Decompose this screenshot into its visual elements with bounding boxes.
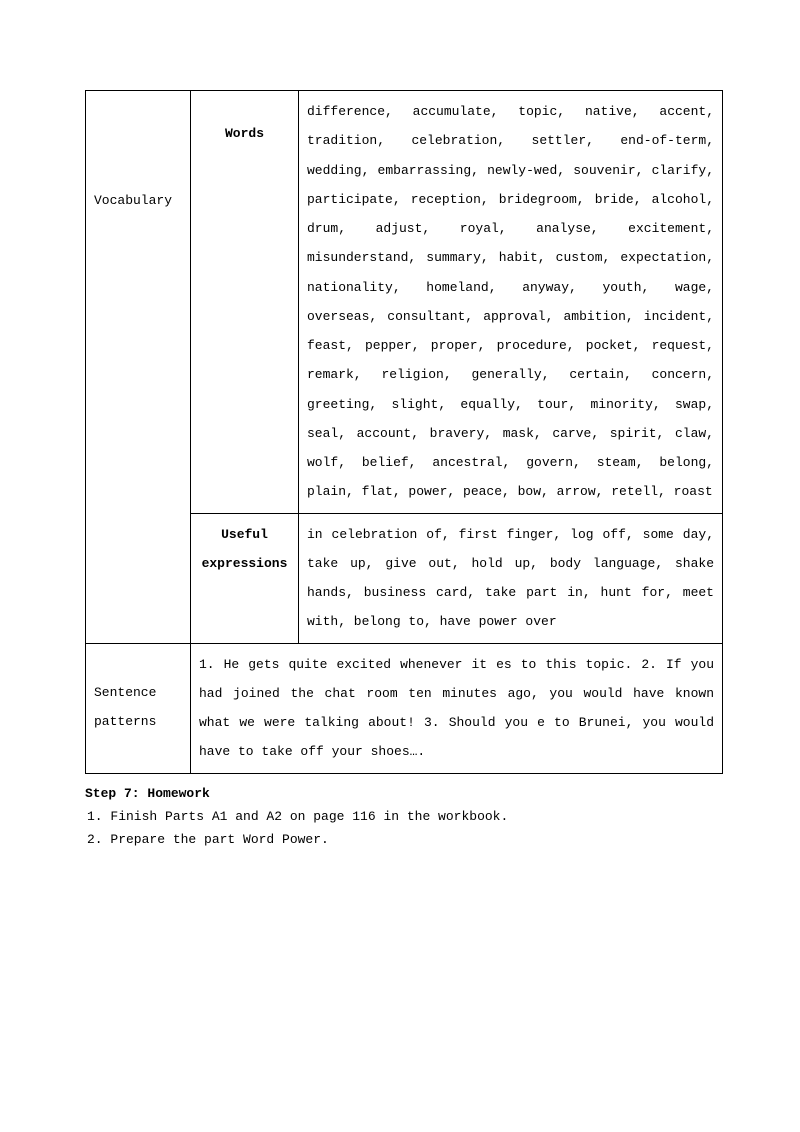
homework-item-1: 1. Finish Parts A1 and A2 on page 116 in…	[85, 805, 723, 828]
sentence-label-cell: Sentence patterns	[86, 643, 191, 773]
sentence-content: 1. He gets quite excited whenever it es …	[199, 657, 714, 760]
content-table: Vocabulary Words difference, accumulate,…	[85, 90, 723, 774]
table-row: Sentence patterns 1. He gets quite excit…	[86, 643, 723, 773]
vocabulary-label-cell: Vocabulary	[86, 91, 191, 644]
useful-header-cell: Useful expressions	[191, 513, 299, 643]
useful-header: Useful expressions	[202, 527, 288, 571]
words-content-cell: difference, accumulate, topic, native, a…	[299, 91, 723, 514]
words-header: Words	[225, 126, 264, 141]
homework-item-2: 2. Prepare the part Word Power.	[85, 828, 723, 851]
words-header-cell: Words	[191, 91, 299, 514]
vocabulary-label: Vocabulary	[94, 193, 172, 208]
useful-content-cell: in celebration of, first finger, log off…	[299, 513, 723, 643]
table-row: Vocabulary Words difference, accumulate,…	[86, 91, 723, 514]
words-content: difference, accumulate, topic, native, a…	[307, 104, 714, 499]
homework-heading: Step 7: Homework	[85, 782, 723, 805]
sentence-content-cell: 1. He gets quite excited whenever it es …	[191, 643, 723, 773]
sentence-label: Sentence patterns	[94, 685, 156, 729]
useful-content: in celebration of, first finger, log off…	[307, 527, 714, 630]
